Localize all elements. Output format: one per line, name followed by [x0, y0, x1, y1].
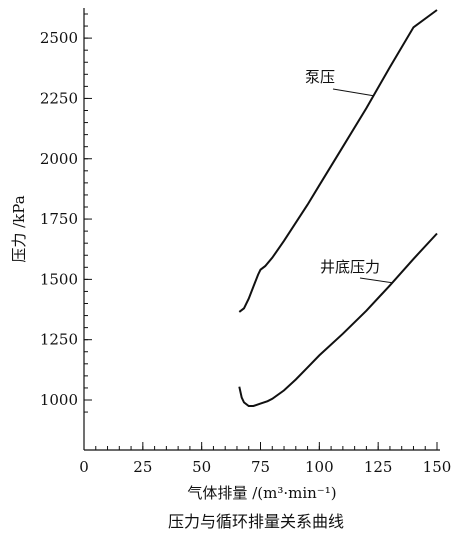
pump-pressure-label: 泵压 [305, 68, 335, 86]
y-tick-label: 2500 [40, 29, 78, 47]
pump-pressure-leader [332, 88, 374, 97]
x-tick-label: 75 [251, 458, 270, 476]
x-tick-label: 50 [192, 458, 211, 476]
chart-caption: 压力与循环排量关系曲线 [168, 512, 344, 531]
y-tick-label: 2250 [40, 89, 78, 107]
x-tick-labels: 0 25 50 75 100 125 150 [79, 458, 451, 476]
y-tick-label: 1000 [40, 391, 78, 409]
y-axis-title: 压力 /kPa [10, 195, 28, 262]
pump-pressure-line [238, 9, 438, 313]
bottomhole-pressure-label: 井底压力 [320, 258, 380, 276]
y-tick-labels: 1000 1250 1500 1750 2000 2250 2500 [40, 29, 78, 409]
bottomhole-pressure-leader [359, 277, 393, 284]
x-major-ticks [83, 442, 438, 450]
y-tick-label: 1750 [40, 210, 78, 228]
x-tick-label: 125 [364, 458, 393, 476]
y-major-ticks [84, 37, 92, 401]
y-tick-label: 1250 [40, 331, 78, 349]
x-tick-label: 25 [133, 458, 152, 476]
x-tick-label: 0 [79, 458, 89, 476]
x-tick-label: 100 [305, 458, 334, 476]
x-tick-label: 150 [423, 458, 452, 476]
y-tick-label: 2000 [40, 150, 78, 168]
x-axis-title: 气体排量 /(m³·min⁻¹) [187, 484, 336, 502]
y-tick-label: 1500 [40, 270, 78, 288]
series-lines [238, 9, 438, 407]
bottomhole-pressure-line [238, 232, 438, 407]
